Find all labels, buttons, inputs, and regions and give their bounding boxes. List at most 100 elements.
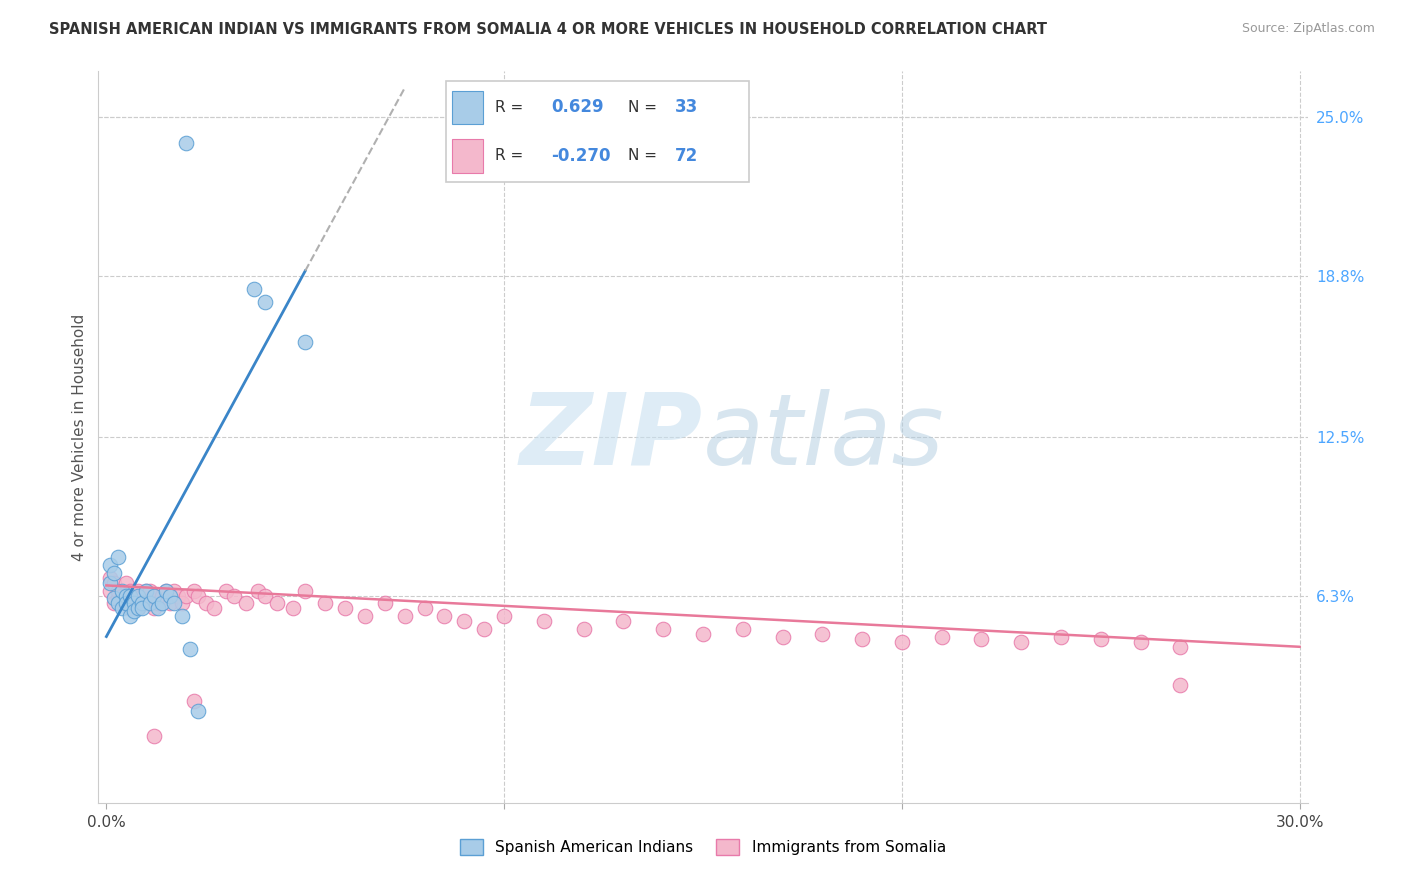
Point: [242, 282, 264, 296]
Point: [174, 136, 197, 150]
Point: [143, 601, 166, 615]
Point: [103, 575, 125, 590]
Point: [150, 589, 173, 603]
Point: [120, 583, 142, 598]
Point: [1168, 640, 1191, 654]
Point: [143, 589, 166, 603]
Point: [187, 589, 209, 603]
Point: [111, 583, 134, 598]
Point: [772, 630, 794, 644]
Point: [170, 609, 193, 624]
Point: [433, 609, 456, 624]
Point: [155, 583, 177, 598]
Point: [283, 601, 305, 615]
Point: [103, 566, 125, 580]
Point: [890, 634, 912, 648]
Point: [115, 575, 138, 590]
Point: [235, 596, 257, 610]
Point: [98, 583, 121, 598]
Text: R =: R =: [495, 148, 529, 163]
Text: ZIP: ZIP: [520, 389, 703, 485]
Point: [122, 604, 145, 618]
Point: [139, 596, 162, 610]
Point: [139, 583, 162, 598]
Point: [692, 627, 714, 641]
Point: [159, 596, 181, 610]
Point: [103, 591, 125, 606]
Point: [98, 571, 121, 585]
Point: [107, 591, 129, 606]
Point: [222, 589, 245, 603]
Point: [131, 601, 153, 615]
Point: [374, 596, 396, 610]
Point: [98, 558, 121, 572]
Text: -0.270: -0.270: [551, 146, 610, 165]
Y-axis label: 4 or more Vehicles in Household: 4 or more Vehicles in Household: [72, 313, 87, 561]
Point: [179, 642, 201, 657]
Point: [120, 589, 142, 603]
Legend: Spanish American Indians, Immigrants from Somalia: Spanish American Indians, Immigrants fro…: [454, 833, 952, 861]
Point: [115, 589, 138, 603]
FancyBboxPatch shape: [446, 81, 749, 182]
Text: 0.629: 0.629: [551, 98, 603, 117]
Point: [652, 622, 675, 636]
Point: [120, 601, 142, 615]
Point: [1010, 634, 1032, 648]
Point: [394, 609, 416, 624]
Point: [131, 596, 153, 610]
Text: R =: R =: [495, 100, 529, 115]
Point: [453, 614, 475, 628]
Text: Source: ZipAtlas.com: Source: ZipAtlas.com: [1241, 22, 1375, 36]
Point: [111, 601, 134, 615]
Point: [254, 589, 277, 603]
Point: [155, 583, 177, 598]
Point: [194, 596, 217, 610]
Point: [572, 622, 595, 636]
Point: [146, 596, 169, 610]
Point: [811, 627, 834, 641]
Point: [115, 596, 138, 610]
Point: [294, 335, 316, 350]
Point: [127, 601, 149, 615]
Point: [163, 583, 186, 598]
Point: [731, 622, 754, 636]
Point: [146, 601, 169, 615]
Point: [183, 583, 205, 598]
Point: [183, 693, 205, 707]
Point: [135, 583, 157, 598]
Point: [98, 575, 121, 590]
Point: [246, 583, 269, 598]
Point: [494, 609, 516, 624]
Point: [163, 596, 186, 610]
Point: [413, 601, 436, 615]
Point: [931, 630, 953, 644]
Point: [174, 589, 197, 603]
Point: [103, 596, 125, 610]
Point: [1090, 632, 1112, 647]
Bar: [453, 139, 484, 173]
Point: [472, 622, 495, 636]
Point: [333, 601, 356, 615]
Bar: [453, 91, 484, 124]
Text: N =: N =: [628, 100, 662, 115]
Point: [851, 632, 873, 647]
Point: [122, 596, 145, 610]
Point: [254, 294, 277, 309]
Point: [1050, 630, 1073, 644]
Point: [187, 704, 209, 718]
Point: [127, 583, 149, 598]
Text: 33: 33: [675, 98, 699, 117]
Point: [107, 550, 129, 565]
Point: [135, 596, 157, 610]
Point: [131, 589, 153, 603]
Text: 72: 72: [675, 146, 699, 165]
Point: [111, 589, 134, 603]
Point: [1129, 634, 1152, 648]
Point: [107, 596, 129, 610]
Point: [314, 596, 336, 610]
Point: [127, 601, 149, 615]
Point: [127, 589, 149, 603]
Point: [122, 589, 145, 603]
Point: [120, 609, 142, 624]
Point: [202, 601, 225, 615]
